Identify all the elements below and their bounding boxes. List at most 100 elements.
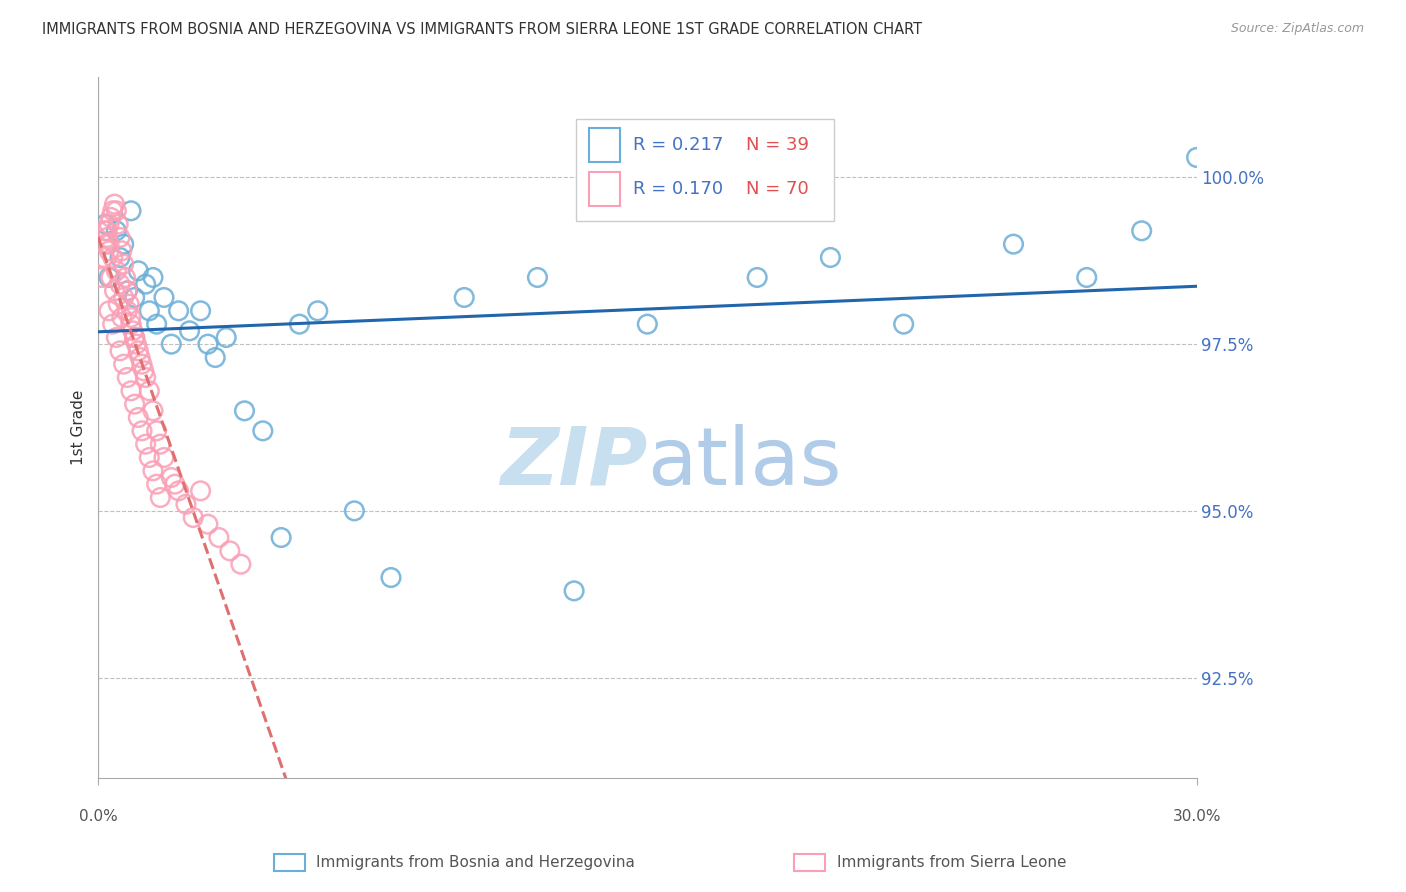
Point	[163, 477, 186, 491]
Point	[101, 251, 124, 265]
Point	[108, 251, 131, 265]
Point	[138, 384, 160, 398]
Point	[112, 237, 135, 252]
Point	[174, 497, 197, 511]
Text: R = 0.217: R = 0.217	[633, 136, 724, 154]
Point	[105, 224, 128, 238]
Point	[112, 290, 135, 304]
Point	[343, 504, 366, 518]
Point	[121, 324, 143, 338]
Point	[114, 270, 136, 285]
Point	[118, 297, 141, 311]
Point	[160, 470, 183, 484]
Point	[101, 203, 124, 218]
Point	[107, 297, 129, 311]
Point	[526, 270, 548, 285]
Point	[215, 330, 238, 344]
Point	[108, 230, 131, 244]
Point	[100, 211, 122, 225]
Point	[1130, 224, 1153, 238]
Point	[197, 337, 219, 351]
Point	[288, 317, 311, 331]
Point	[105, 264, 128, 278]
Point	[120, 384, 142, 398]
Point	[96, 224, 118, 238]
Point	[453, 290, 475, 304]
Point	[127, 343, 149, 358]
FancyBboxPatch shape	[576, 120, 834, 221]
Text: ZIP: ZIP	[501, 424, 647, 501]
Text: 0.0%: 0.0%	[79, 809, 118, 824]
Text: N = 39: N = 39	[747, 136, 810, 154]
Point	[145, 317, 167, 331]
Point	[98, 217, 121, 231]
Point	[197, 517, 219, 532]
Point	[117, 303, 139, 318]
Point	[307, 303, 329, 318]
Point	[124, 397, 146, 411]
Point	[120, 317, 142, 331]
Point	[179, 324, 201, 338]
Point	[204, 351, 226, 365]
Point	[98, 244, 121, 258]
Point	[149, 491, 172, 505]
Point	[160, 337, 183, 351]
Point	[893, 317, 915, 331]
Point	[108, 343, 131, 358]
Point	[131, 424, 153, 438]
Point	[125, 337, 148, 351]
Point	[135, 437, 157, 451]
Point	[380, 570, 402, 584]
Point	[107, 217, 129, 231]
Point	[135, 277, 157, 292]
Text: atlas: atlas	[647, 424, 842, 501]
Point	[167, 483, 190, 498]
Point	[94, 224, 117, 238]
Point	[153, 290, 176, 304]
Point	[127, 264, 149, 278]
Point	[142, 270, 165, 285]
Point	[562, 583, 585, 598]
Point	[103, 284, 125, 298]
Point	[135, 370, 157, 384]
Point	[138, 303, 160, 318]
Text: R = 0.170: R = 0.170	[633, 180, 723, 198]
Point	[103, 197, 125, 211]
Text: Immigrants from Sierra Leone: Immigrants from Sierra Leone	[837, 855, 1066, 870]
Point	[190, 303, 212, 318]
Point	[149, 437, 172, 451]
Point	[820, 251, 842, 265]
Point	[181, 510, 204, 524]
Text: 30.0%: 30.0%	[1173, 809, 1220, 824]
Point	[108, 277, 131, 292]
Point	[252, 424, 274, 438]
Point	[270, 531, 292, 545]
Point	[138, 450, 160, 465]
Point	[636, 317, 658, 331]
Point	[153, 450, 176, 465]
Point	[93, 251, 115, 265]
Point	[98, 237, 121, 252]
Point	[101, 317, 124, 331]
Text: Source: ZipAtlas.com: Source: ZipAtlas.com	[1230, 22, 1364, 36]
Point	[98, 270, 121, 285]
Point	[111, 310, 134, 325]
Point	[1002, 237, 1025, 252]
Point	[120, 310, 142, 325]
Text: Immigrants from Bosnia and Herzegovina: Immigrants from Bosnia and Herzegovina	[316, 855, 636, 870]
Point	[98, 303, 121, 318]
Point	[94, 217, 117, 231]
Point	[96, 230, 118, 244]
Point	[132, 364, 155, 378]
Point	[131, 357, 153, 371]
Point	[117, 284, 139, 298]
Point	[1185, 151, 1208, 165]
Point	[124, 290, 146, 304]
Point	[145, 424, 167, 438]
Point	[117, 370, 139, 384]
Text: N = 70: N = 70	[747, 180, 808, 198]
Point	[142, 404, 165, 418]
Point	[127, 410, 149, 425]
Point	[112, 257, 135, 271]
Y-axis label: 1st Grade: 1st Grade	[72, 390, 86, 466]
